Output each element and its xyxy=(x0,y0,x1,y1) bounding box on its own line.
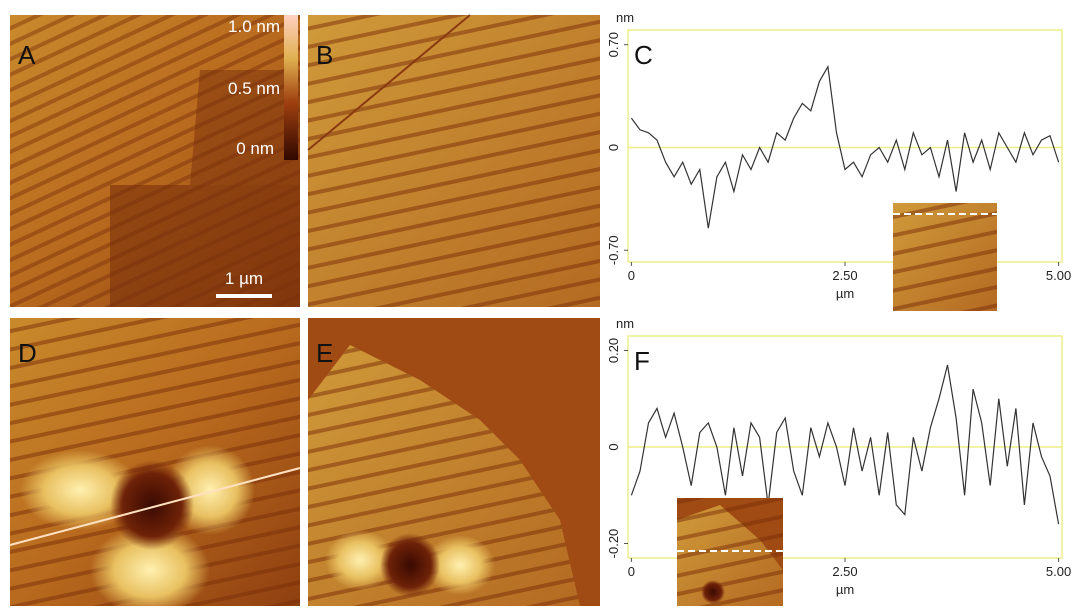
panel-label: C xyxy=(634,40,653,70)
scale-bar-label: 1 µm xyxy=(225,269,263,288)
afm-image-a xyxy=(10,15,300,307)
colorbar-label: 0 nm xyxy=(236,139,274,158)
afm-image-b xyxy=(308,15,600,307)
x-tick-label: 2.50 xyxy=(832,268,857,283)
y-tick-label: 0.20 xyxy=(606,338,621,363)
inset-image xyxy=(677,498,783,606)
panel-label: A xyxy=(18,40,36,70)
x-tick-label: 0 xyxy=(628,564,635,579)
panel-label: F xyxy=(634,346,650,376)
figure: A B D E 1.0 nm 0.5 nm 0 nm 1 µm 0.70 0 -0.… xyxy=(0,0,1076,606)
y-tick-label: 0 xyxy=(606,144,621,151)
afm-image-d xyxy=(10,318,300,606)
colorbar-label: 0.5 nm xyxy=(228,79,280,98)
x-axis-label: µm xyxy=(836,286,854,301)
panel-label: D xyxy=(18,338,37,368)
panel-label: B xyxy=(316,40,333,70)
inset-image xyxy=(893,203,997,311)
y-tick-label: 0.70 xyxy=(606,32,621,57)
y-tick-label: -0.20 xyxy=(606,529,621,559)
colorbar-label: 1.0 nm xyxy=(228,17,280,36)
y-tick-label: 0 xyxy=(606,443,621,450)
x-tick-label: 2.50 xyxy=(832,564,857,579)
y-axis-unit: nm xyxy=(616,10,634,25)
panel-label: E xyxy=(316,338,333,368)
y-axis-unit: nm xyxy=(616,316,634,331)
y-tick-label: -0.70 xyxy=(606,235,621,265)
afm-image-e xyxy=(308,318,600,606)
x-tick-label: 0 xyxy=(628,268,635,283)
x-tick-label: 5.00 xyxy=(1046,564,1071,579)
x-axis-label: µm xyxy=(836,582,854,597)
x-tick-label: 5.00 xyxy=(1046,268,1071,283)
